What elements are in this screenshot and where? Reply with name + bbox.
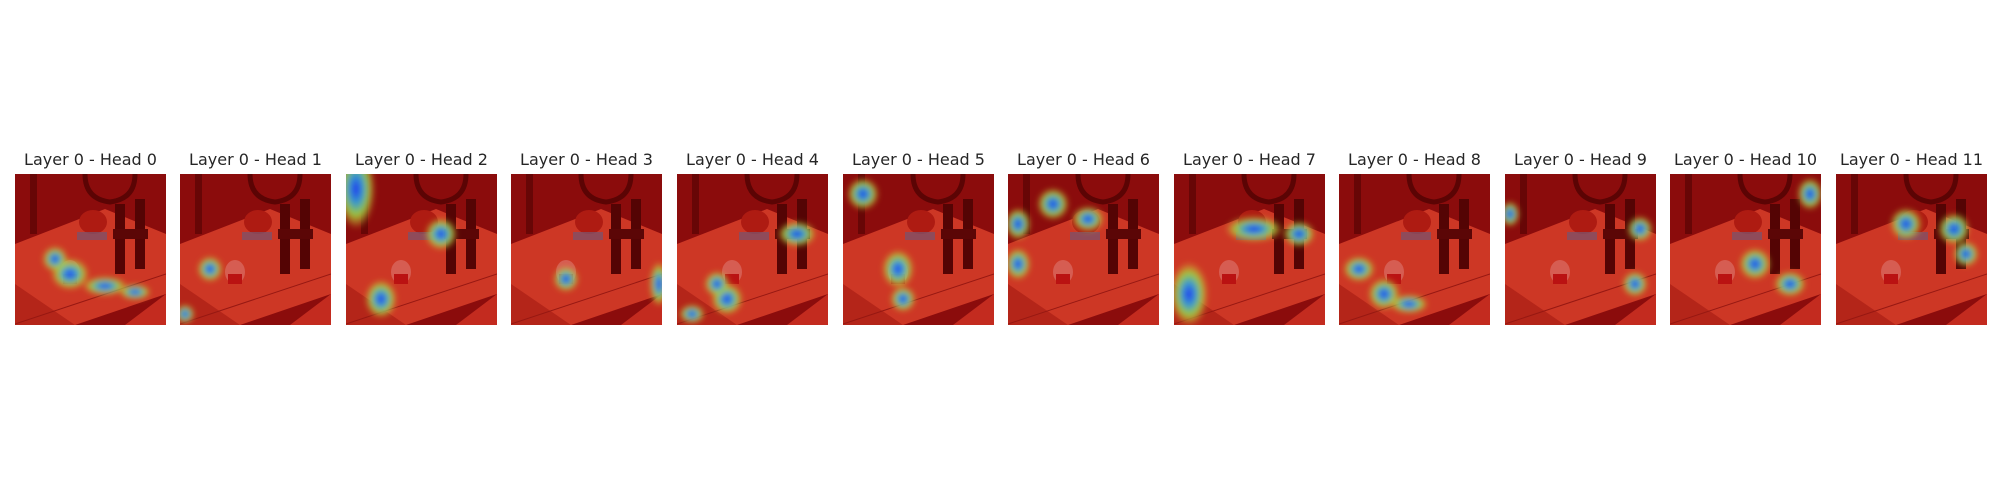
panel-title: Layer 0 - Head 3 <box>520 150 653 169</box>
attention-panel: Layer 0 - Head 3 <box>511 149 662 325</box>
panel-title: Layer 0 - Head 2 <box>355 150 488 169</box>
attention-panel: Layer 0 - Head 8 <box>1339 149 1490 325</box>
attention-heatmap-image <box>1008 174 1159 325</box>
panel-title: Layer 0 - Head 0 <box>24 150 157 169</box>
attention-heatmap-image <box>1339 174 1490 325</box>
panel-title: Layer 0 - Head 5 <box>852 150 985 169</box>
panel-title: Layer 0 - Head 8 <box>1348 150 1481 169</box>
attention-heatmap-image <box>677 174 828 325</box>
panel-title: Layer 0 - Head 7 <box>1183 150 1316 169</box>
attention-heatmap-image <box>1174 174 1325 325</box>
attention-heatmap-image <box>1505 174 1656 325</box>
panel-title: Layer 0 - Head 6 <box>1017 150 1150 169</box>
attention-panel: Layer 0 - Head 1 <box>180 149 331 325</box>
attention-panel: Layer 0 - Head 7 <box>1174 149 1325 325</box>
attention-heatmap-image <box>180 174 331 325</box>
panel-title: Layer 0 - Head 11 <box>1839 150 1984 169</box>
attention-panel: Layer 0 - Head 10 <box>1670 149 1821 325</box>
panel-title: Layer 0 - Head 1 <box>189 150 322 169</box>
attention-heatmap-image <box>346 174 497 325</box>
attention-panel: Layer 0 - Head 0 <box>15 149 166 325</box>
attention-heatmap-image <box>15 174 166 325</box>
attention-heatmap-image <box>843 174 994 325</box>
attention-heatmap-image <box>1670 174 1821 325</box>
attention-panel: Layer 0 - Head 4 <box>677 149 828 325</box>
panel-title: Layer 0 - Head 9 <box>1514 150 1647 169</box>
attention-heatmap-image <box>1836 174 1987 325</box>
attention-heatmap-image <box>511 174 662 325</box>
attention-panel: Layer 0 - Head 6 <box>1008 149 1159 325</box>
panel-title: Layer 0 - Head 10 <box>1673 150 1818 169</box>
panel-title: Layer 0 - Head 4 <box>686 150 819 169</box>
attention-panel: Layer 0 - Head 2 <box>346 149 497 325</box>
attention-panel: Layer 0 - Head 11 <box>1836 149 1987 325</box>
attention-panel: Layer 0 - Head 9 <box>1505 149 1656 325</box>
attention-panel: Layer 0 - Head 5 <box>843 149 994 325</box>
